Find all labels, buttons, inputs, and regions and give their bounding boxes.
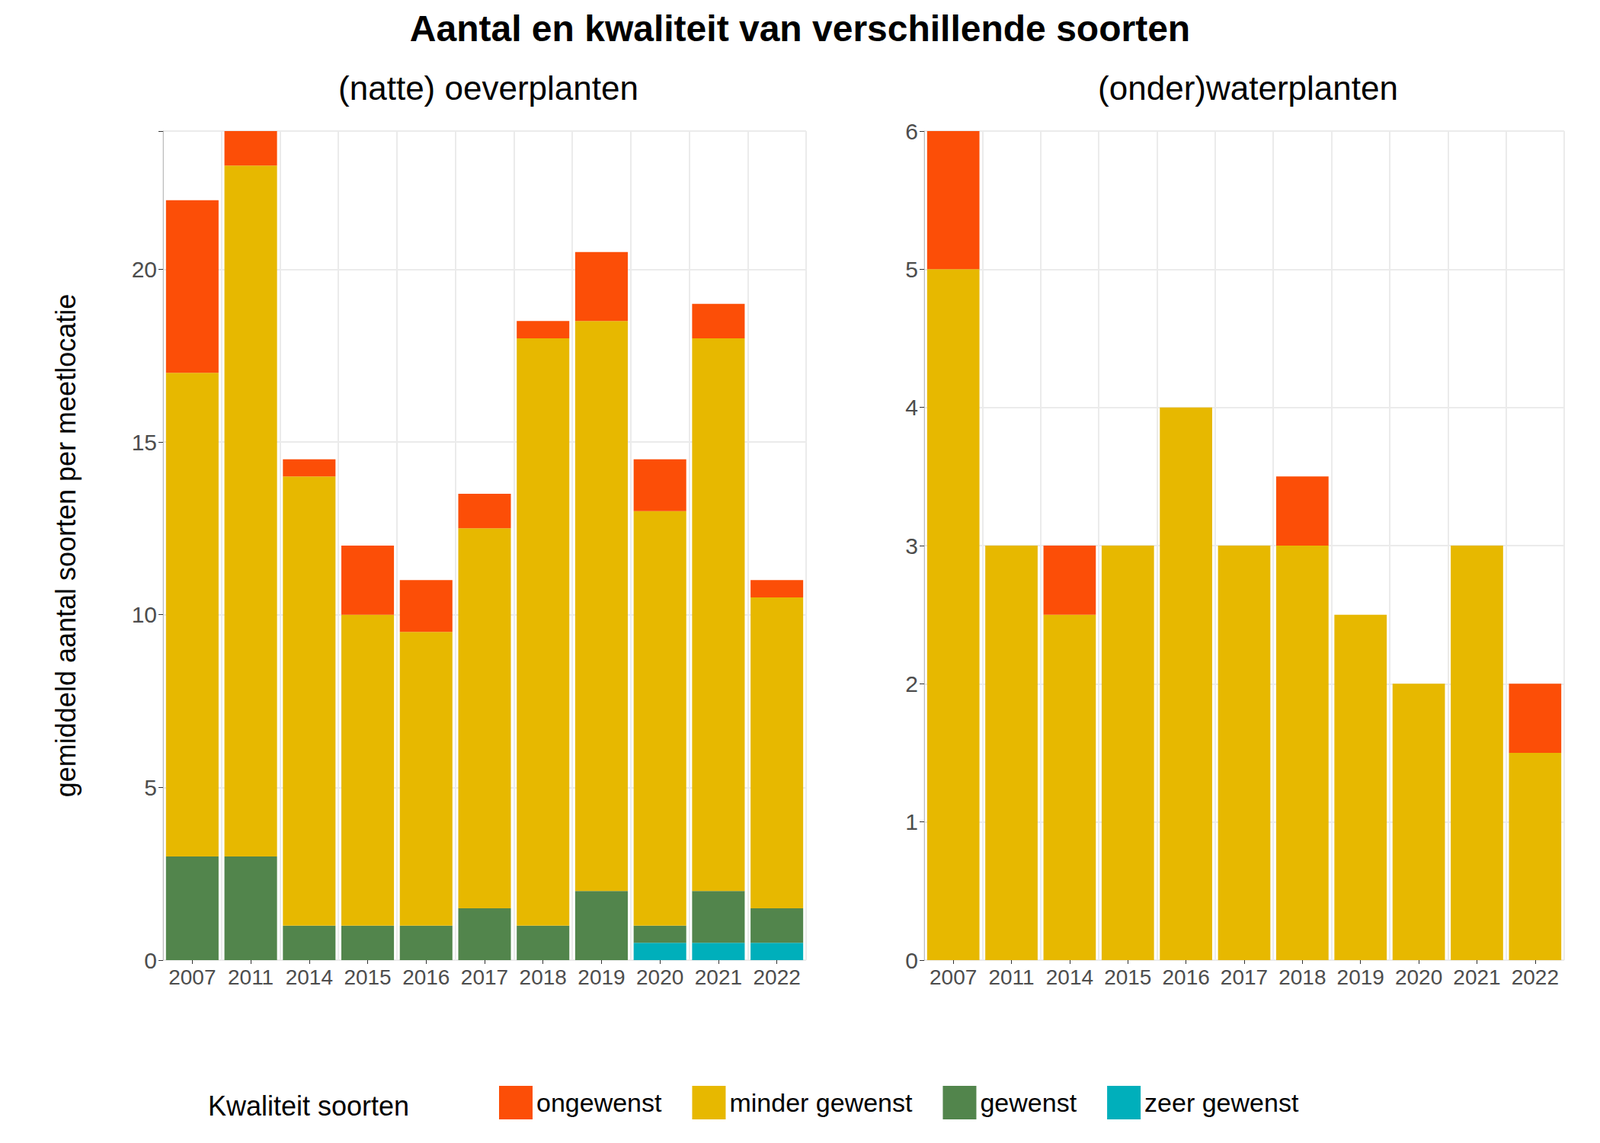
svg-text:2022: 2022 <box>752 965 800 989</box>
svg-text:(natte) oeverplanten: (natte) oeverplanten <box>338 69 639 107</box>
svg-text:10: 10 <box>131 601 157 628</box>
svg-text:15: 15 <box>131 429 157 455</box>
svg-text:4: 4 <box>905 394 919 420</box>
svg-text:2016: 2016 <box>402 965 450 989</box>
svg-text:6: 6 <box>905 118 919 144</box>
svg-text:2019: 2019 <box>577 965 625 989</box>
svg-text:minder gewenst: minder gewenst <box>729 1088 913 1117</box>
svg-text:2018: 2018 <box>1278 965 1326 989</box>
svg-text:2007: 2007 <box>929 965 977 989</box>
svg-text:Aantal en kwaliteit van versch: Aantal en kwaliteit van verschillende so… <box>409 8 1191 49</box>
svg-text:2014: 2014 <box>285 965 333 989</box>
svg-text:zeer gewenst: zeer gewenst <box>1144 1088 1300 1117</box>
svg-text:0: 0 <box>905 947 919 973</box>
svg-text:2019: 2019 <box>1337 965 1385 989</box>
svg-text:1: 1 <box>905 809 919 835</box>
svg-text:2017: 2017 <box>1220 965 1268 989</box>
svg-text:2014: 2014 <box>1046 965 1094 989</box>
svg-text:2021: 2021 <box>1452 965 1501 989</box>
svg-text:2: 2 <box>905 671 919 697</box>
svg-text:gewenst: gewenst <box>979 1088 1077 1117</box>
svg-text:2020: 2020 <box>1395 965 1443 989</box>
svg-text:5: 5 <box>144 774 157 800</box>
svg-text:2007: 2007 <box>168 965 216 989</box>
svg-text:2011: 2011 <box>988 965 1034 989</box>
svg-text:2015: 2015 <box>343 965 391 989</box>
svg-text:3: 3 <box>905 533 919 559</box>
svg-text:5: 5 <box>905 256 919 282</box>
svg-text:2020: 2020 <box>636 965 684 989</box>
svg-text:ongewenst: ongewenst <box>536 1088 663 1117</box>
svg-text:2011: 2011 <box>227 965 274 989</box>
svg-text:2018: 2018 <box>519 965 567 989</box>
svg-text:Kwaliteit soorten: Kwaliteit soorten <box>208 1090 410 1122</box>
svg-text:20: 20 <box>131 256 157 282</box>
svg-text:0: 0 <box>144 947 157 973</box>
svg-text:2015: 2015 <box>1104 965 1152 989</box>
svg-text:(onder)waterplanten: (onder)waterplanten <box>1097 69 1399 107</box>
svg-text:2021: 2021 <box>694 965 743 989</box>
svg-text:2016: 2016 <box>1161 965 1210 989</box>
svg-text:gemiddeld aantal soorten per m: gemiddeld aantal soorten per meetlocatie <box>50 294 82 797</box>
svg-text:2022: 2022 <box>1511 965 1559 989</box>
svg-text:2017: 2017 <box>460 965 509 989</box>
